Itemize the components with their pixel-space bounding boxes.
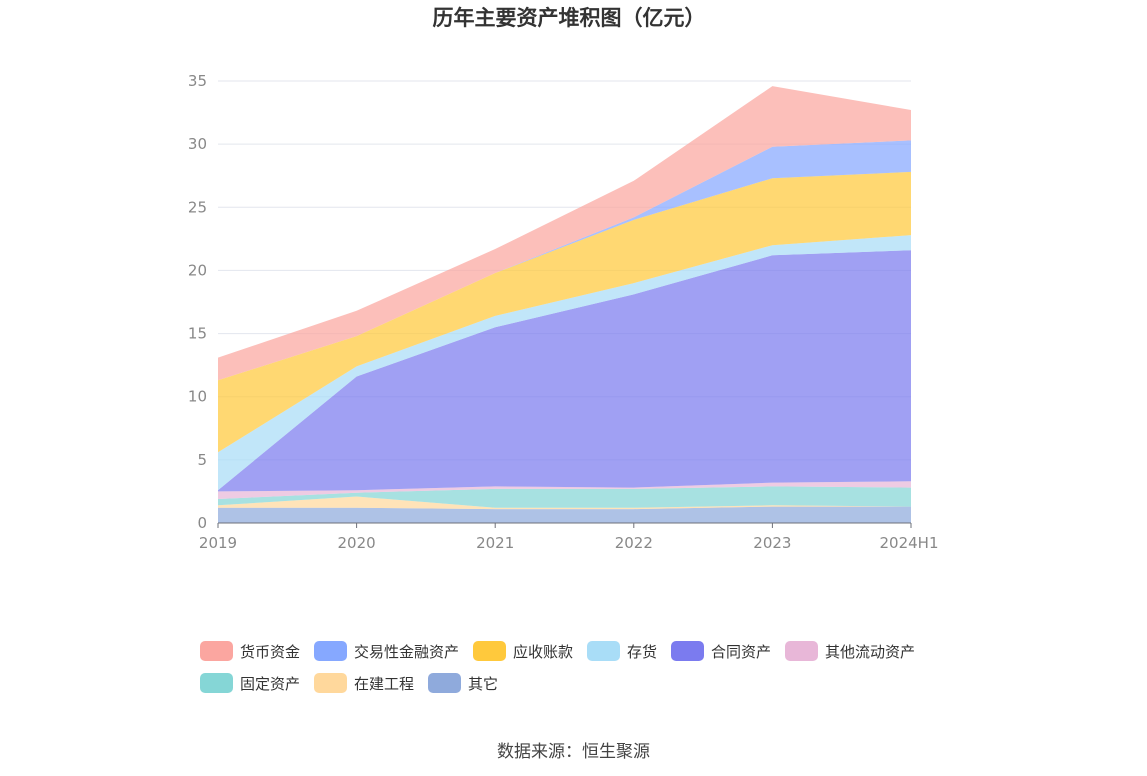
y-tick-label: 30 bbox=[188, 135, 207, 153]
axes: 0 5 10 15 20 25 30 35 2019 2020 2021 2022 2023 2024H1 bbox=[188, 72, 939, 552]
legend-swatch[interactable] bbox=[314, 641, 348, 661]
area-series-6 bbox=[218, 171, 911, 453]
legend-label[interactable]: 在建工程 bbox=[354, 675, 414, 693]
y-tick-label: 10 bbox=[188, 388, 207, 406]
legend-swatch[interactable] bbox=[671, 641, 705, 661]
y-tick-label: 5 bbox=[197, 451, 207, 469]
x-tick-label: 2020 bbox=[338, 534, 376, 552]
legend-label[interactable]: 存货 bbox=[627, 643, 657, 661]
area-series-2 bbox=[218, 486, 911, 508]
x-tick-label: 2023 bbox=[753, 534, 791, 552]
y-tick-label: 20 bbox=[188, 261, 207, 279]
area-series-1 bbox=[218, 496, 911, 510]
y-tick-label: 0 bbox=[197, 514, 207, 532]
y-tick-label: 15 bbox=[188, 325, 207, 343]
area-series-8 bbox=[218, 86, 911, 381]
y-tick-label: 25 bbox=[188, 198, 207, 216]
x-tick-label: 2022 bbox=[615, 534, 653, 552]
area-series-7 bbox=[218, 140, 911, 381]
legend-swatch[interactable] bbox=[200, 641, 233, 661]
legend-swatch[interactable] bbox=[473, 641, 507, 661]
legend-swatch[interactable] bbox=[428, 673, 462, 693]
area-series-4 bbox=[218, 250, 911, 492]
legend-swatch[interactable] bbox=[587, 641, 621, 661]
area-series bbox=[218, 86, 911, 523]
legend-label[interactable]: 合同资产 bbox=[711, 643, 771, 661]
legend-label[interactable]: 应收账款 bbox=[513, 643, 573, 661]
legend-label[interactable]: 交易性金融资产 bbox=[354, 643, 459, 661]
legend-swatch[interactable] bbox=[785, 641, 819, 661]
legend-label[interactable]: 货币资金 bbox=[240, 643, 300, 661]
legend-swatch[interactable] bbox=[200, 673, 233, 693]
legend-label[interactable]: 其他流动资产 bbox=[825, 643, 915, 661]
x-tick-label: 2024H1 bbox=[880, 534, 939, 552]
legend-swatch[interactable] bbox=[314, 673, 348, 693]
x-tick-label: 2019 bbox=[199, 534, 237, 552]
legend-label[interactable]: 其它 bbox=[468, 675, 498, 693]
data-source: 数据来源：恒生聚源 bbox=[497, 742, 650, 762]
area-series-0 bbox=[218, 506, 911, 523]
x-tick-label: 2021 bbox=[476, 534, 514, 552]
area-series-3 bbox=[218, 481, 911, 499]
chart-title: 历年主要资产堆积图（亿元） bbox=[433, 6, 706, 30]
legend-label[interactable]: 固定资产 bbox=[240, 675, 300, 693]
y-tick-label: 35 bbox=[188, 72, 207, 90]
